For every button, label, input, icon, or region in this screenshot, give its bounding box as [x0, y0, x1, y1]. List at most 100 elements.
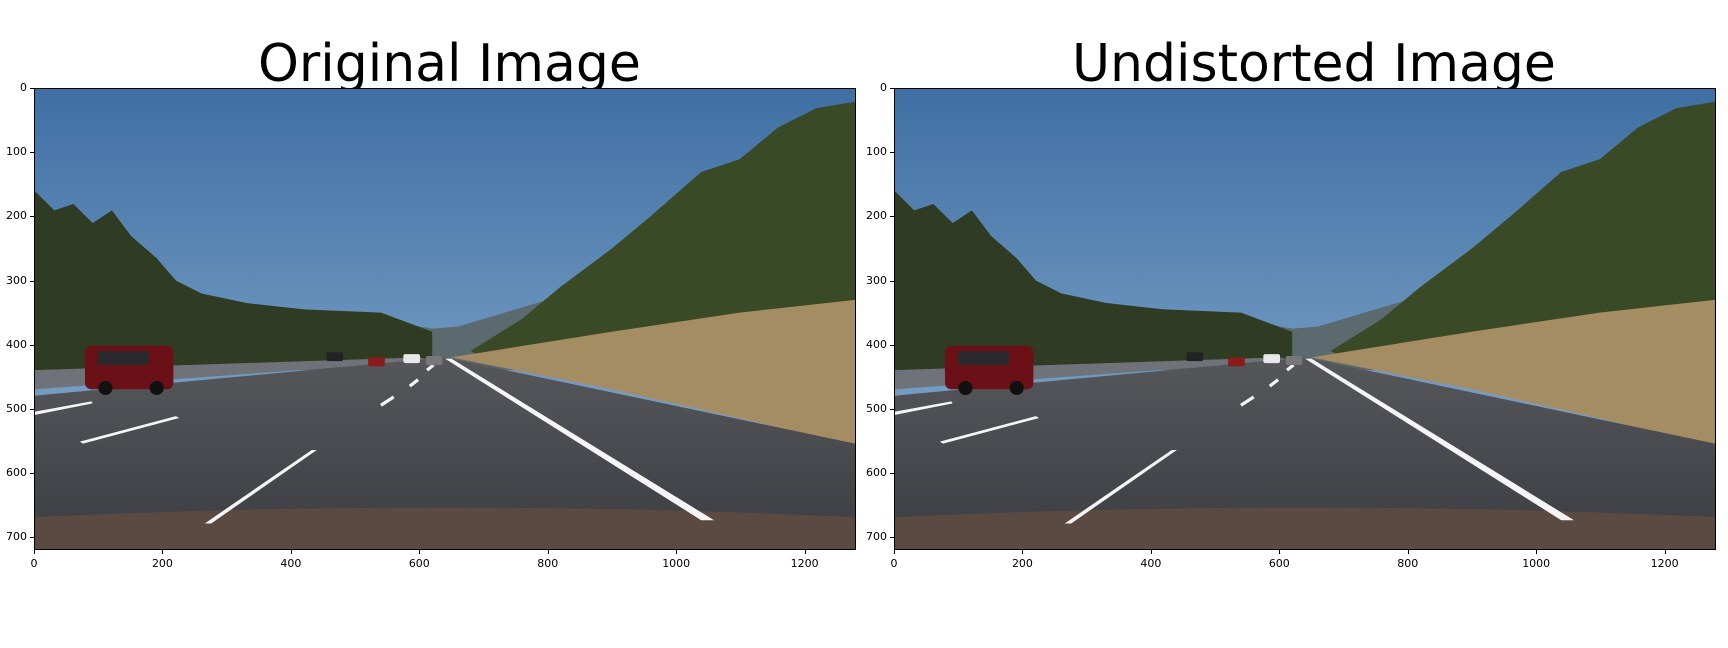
- x-tick-label: 200: [151, 557, 173, 570]
- highway-photo: [35, 89, 855, 549]
- lane-marking: [445, 358, 715, 521]
- panel-original: Original Image 0 100 200 300 400 500 600 700 0 20…: [6, 34, 856, 570]
- y-tick-mark: [890, 216, 894, 218]
- x-tick-label: 400: [1140, 557, 1162, 570]
- trees-right: [470, 101, 855, 358]
- panel-title: Original Image: [258, 34, 641, 94]
- y-tick-label: 300: [6, 273, 27, 287]
- x-tick-label: 0: [30, 557, 38, 570]
- suv-window: [957, 350, 1010, 365]
- x-tick-mark: [676, 550, 678, 554]
- lane-marking: [79, 416, 180, 444]
- grass: [1311, 299, 1715, 447]
- highway-photo: [895, 89, 1715, 549]
- y-tick-label: 700: [866, 530, 887, 544]
- y-tick-label: 600: [866, 466, 887, 479]
- y-tick-label: 100: [866, 145, 887, 159]
- y-tick-label: 0: [20, 81, 27, 94]
- trees-left: [895, 191, 1293, 371]
- x-tick-mark: [1150, 550, 1152, 554]
- y-tick-label: 0: [880, 81, 887, 94]
- y-tick-label: 200: [866, 209, 887, 223]
- wheel: [98, 380, 113, 396]
- y-tick-mark: [890, 152, 894, 154]
- x-tick-label: 200: [1011, 557, 1033, 570]
- x-tick-mark: [1536, 550, 1538, 554]
- suv-window: [97, 350, 150, 365]
- distant-car: [1285, 356, 1303, 365]
- x-tick-label: 800: [1397, 557, 1419, 570]
- x-tick-mark: [290, 550, 292, 554]
- y-tick-label: 400: [866, 337, 887, 351]
- x-tick-label: 1200: [1650, 557, 1679, 570]
- lane-dash: [1240, 395, 1255, 407]
- y-tick-label: 400: [6, 337, 27, 351]
- lane-dash: [426, 363, 435, 372]
- x-tick-label: 0: [890, 557, 898, 570]
- y-tick-mark: [30, 216, 34, 218]
- lane-dash: [1286, 363, 1295, 372]
- distant-car: [326, 352, 344, 362]
- x-tick-label: 1000: [1522, 557, 1551, 570]
- x-tick-mark: [1022, 550, 1024, 554]
- x-tick-label: 600: [1268, 557, 1290, 570]
- x-tick-label: 800: [537, 557, 559, 570]
- x-tick-mark: [162, 550, 164, 554]
- distant-car: [368, 357, 385, 367]
- x-tick-mark: [804, 550, 806, 554]
- wheel: [958, 380, 973, 396]
- distant-car: [1228, 357, 1245, 367]
- lane-marking: [204, 449, 317, 524]
- y-tick-mark: [890, 88, 894, 89]
- y-tick-label: 600: [6, 466, 27, 479]
- y-tick-mark: [30, 344, 34, 346]
- lane-marking: [35, 401, 93, 415]
- car-hood: [35, 507, 855, 549]
- y-tick-label: 500: [866, 401, 887, 415]
- y-tick-label: 700: [6, 530, 27, 544]
- y-tick-mark: [30, 473, 34, 474]
- lane-dash: [380, 395, 395, 407]
- panel-undistorted: Undistorted Image 0 100 200 300 400 500 600 700…: [864, 0, 1728, 648]
- distant-car: [1186, 352, 1204, 362]
- wheel: [1009, 380, 1024, 396]
- lane-marking: [939, 416, 1040, 444]
- trees-left: [35, 191, 433, 371]
- x-tick-mark: [1279, 550, 1281, 554]
- y-tick-label: 500: [6, 401, 27, 415]
- wheel: [149, 380, 164, 396]
- y-tick-mark: [890, 473, 894, 474]
- y-tick-label: 200: [6, 209, 27, 223]
- grass: [451, 299, 855, 447]
- x-tick-label: 600: [408, 557, 430, 570]
- y-tick-label: 100: [6, 145, 27, 159]
- lane-marking: [1064, 449, 1177, 524]
- lane-marking: [895, 401, 953, 415]
- image-axes: [34, 88, 856, 550]
- y-tick-mark: [30, 88, 34, 89]
- lane-marking: [1305, 358, 1575, 521]
- x-tick-mark: [1664, 550, 1666, 554]
- y-tick-mark: [30, 537, 34, 539]
- y-tick-label: 300: [866, 273, 887, 287]
- y-tick-mark: [890, 537, 894, 539]
- distant-car: [1263, 354, 1281, 364]
- panel-title: Undistorted Image: [1072, 34, 1556, 94]
- y-tick-mark: [890, 408, 894, 410]
- y-tick-mark: [890, 280, 894, 282]
- x-tick-mark: [1407, 550, 1409, 554]
- x-tick-mark: [34, 550, 35, 554]
- car-hood: [895, 507, 1715, 549]
- x-tick-label: 1200: [790, 557, 819, 570]
- x-tick-mark: [547, 550, 549, 554]
- lane-dash: [1268, 378, 1280, 388]
- distant-car: [425, 356, 443, 365]
- x-tick-label: 400: [280, 557, 302, 570]
- image-axes: [894, 88, 1716, 550]
- lane-dash: [408, 378, 420, 388]
- y-tick-mark: [30, 280, 34, 282]
- distant-car: [403, 354, 421, 364]
- y-tick-mark: [30, 408, 34, 410]
- x-tick-mark: [894, 550, 895, 554]
- x-tick-mark: [419, 550, 421, 554]
